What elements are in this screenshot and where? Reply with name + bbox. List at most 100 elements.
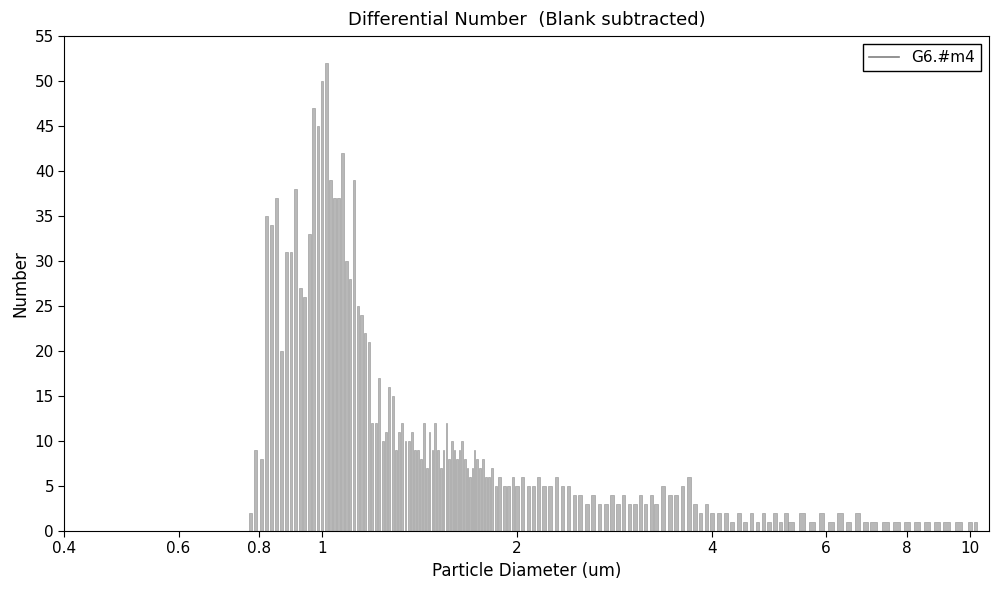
Bar [423,423,425,531]
Legend: G6.#m4: G6.#m4 [862,44,981,71]
Bar [451,441,453,531]
Bar [495,486,497,531]
Bar [654,504,658,531]
Bar [345,261,348,531]
Bar [598,504,601,531]
Bar [548,486,552,531]
Bar [443,450,444,531]
Bar [610,495,614,531]
Bar [325,63,328,531]
Bar [479,468,481,531]
Bar [260,459,263,531]
Bar [456,459,458,531]
Bar [837,513,843,531]
Bar [382,441,384,531]
Bar [254,450,257,531]
Bar [893,522,900,531]
Bar [378,378,380,531]
Bar [507,486,510,531]
Bar [469,477,471,531]
Bar [904,522,910,531]
Bar [767,522,771,531]
Bar [799,513,805,531]
Bar [681,486,684,531]
Bar [561,486,564,531]
Bar [420,459,422,531]
Bar [459,450,460,531]
Bar [401,423,403,531]
Bar [337,198,340,531]
Bar [968,522,972,531]
Bar [743,522,747,531]
Bar [491,468,493,531]
Bar [870,522,877,531]
Bar [661,486,665,531]
Title: Differential Number  (Blank subtracted): Differential Number (Blank subtracted) [348,11,705,29]
Bar [275,198,278,531]
Bar [527,486,530,531]
Bar [482,459,484,531]
Bar [724,513,728,531]
X-axis label: Particle Diameter (um): Particle Diameter (um) [432,562,621,580]
Bar [360,315,363,531]
Bar [294,189,297,531]
Y-axis label: Number: Number [11,250,29,317]
Bar [974,522,977,531]
Bar [398,432,400,531]
Bar [353,180,355,531]
Bar [668,495,672,531]
Bar [784,513,788,531]
Bar [371,423,373,531]
Bar [285,252,288,531]
Bar [454,450,455,531]
Bar [364,333,366,531]
Bar [555,477,558,531]
Bar [299,288,302,531]
Bar [464,459,466,531]
Bar [515,486,519,531]
Bar [532,486,535,531]
Bar [485,477,487,531]
Bar [388,387,390,531]
Bar [312,108,315,531]
Bar [405,441,406,531]
Bar [341,153,344,531]
Bar [674,495,678,531]
Bar [730,522,734,531]
Bar [828,522,834,531]
Bar [705,504,708,531]
Bar [809,522,815,531]
Bar [411,432,413,531]
Bar [270,225,273,531]
Bar [616,504,620,531]
Bar [503,486,506,531]
Bar [434,423,436,531]
Bar [773,513,777,531]
Bar [476,459,478,531]
Bar [699,513,702,531]
Bar [357,306,359,531]
Bar [622,495,625,531]
Bar [385,432,387,531]
Bar [943,522,950,531]
Bar [756,522,759,531]
Bar [639,495,642,531]
Bar [303,297,306,531]
Bar [280,351,283,531]
Bar [788,522,794,531]
Bar [290,252,292,531]
Bar [432,450,433,531]
Bar [628,504,631,531]
Bar [440,468,442,531]
Bar [333,198,336,531]
Bar [265,216,268,531]
Bar [498,477,501,531]
Bar [573,495,576,531]
Bar [585,504,589,531]
Bar [512,477,514,531]
Bar [591,495,595,531]
Bar [567,486,570,531]
Bar [644,504,647,531]
Bar [472,468,473,531]
Bar [375,423,377,531]
